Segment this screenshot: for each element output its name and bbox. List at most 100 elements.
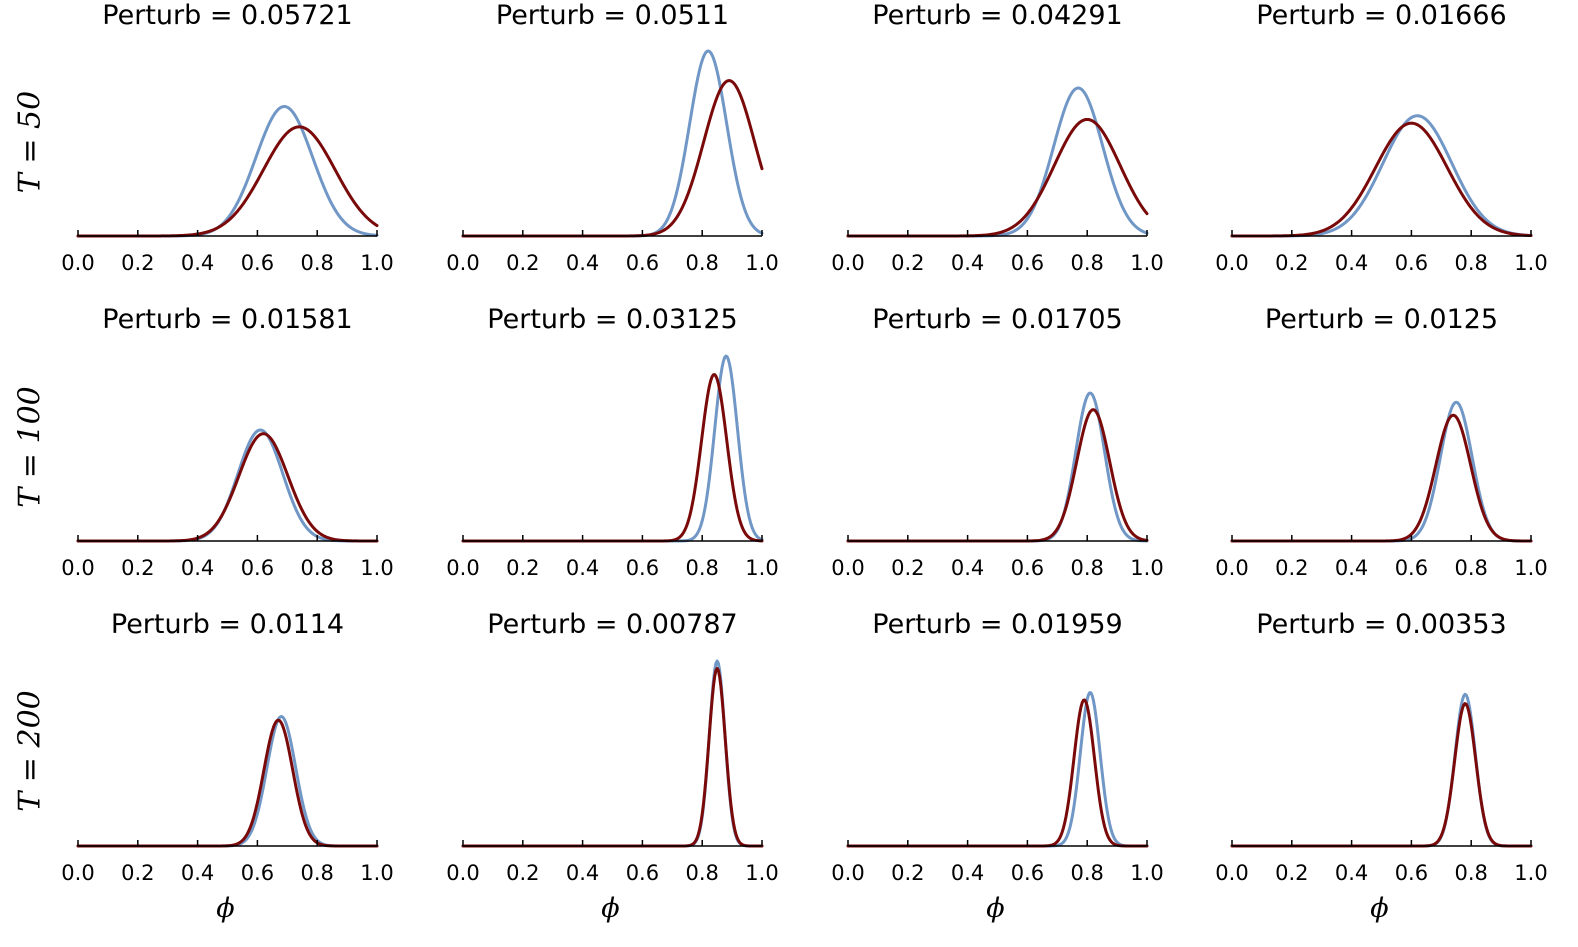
x-tick-label: 0.4	[1335, 251, 1368, 275]
row-label: T = 50	[13, 91, 48, 193]
panel-title: Perturb = 0.05721	[102, 0, 352, 31]
x-tick-label: 1.0	[1514, 251, 1547, 275]
x-tick-label: 0.4	[566, 861, 599, 885]
x-tick-label: 0.0	[1215, 556, 1248, 580]
x-tick-label: 0.8	[685, 251, 718, 275]
row-label: T = 100	[13, 386, 48, 507]
x-tick-label: 0.0	[1215, 251, 1248, 275]
x-tick-label: 0.0	[446, 861, 479, 885]
x-axis-label: ϕ	[986, 893, 1004, 924]
red-series-line	[846, 408, 1149, 543]
x-tick-label: 0.2	[1275, 251, 1308, 275]
x-tick-label: 1.0	[1514, 556, 1547, 580]
x-tick-label: 0.0	[61, 556, 94, 580]
x-tick-label: 0.8	[1454, 861, 1487, 885]
x-tick-label: 0.8	[300, 251, 333, 275]
x-tick-label: 0.2	[506, 251, 539, 275]
x-axis-label: ϕ	[601, 893, 619, 924]
x-tick-label: 1.0	[1130, 556, 1163, 580]
panel-title: Perturb = 0.01666	[1256, 0, 1506, 31]
x-tick-label: 1.0	[1514, 861, 1547, 885]
x-tick-label: 0.4	[1335, 556, 1368, 580]
x-tick-label: 0.4	[951, 251, 984, 275]
x-tick-label: 0.2	[121, 861, 154, 885]
blue-series-line	[76, 428, 379, 543]
blue-series-line	[76, 715, 379, 848]
panel: Perturb = 0.04291 0.0 0.2 0.4 0.6 0.8 1.0	[831, 0, 1163, 275]
panel-title: Perturb = 0.0125	[1265, 304, 1498, 335]
panel: Perturb = 0.05721 0.0 0.2 0.4 0.6 0.8 1.0	[61, 0, 393, 275]
x-tick-label: 0.4	[1335, 861, 1368, 885]
x-tick-label: 0.8	[1070, 556, 1103, 580]
panel: Perturb = 0.00353 0.0 0.2 0.4 0.6 0.8 1.0 ϕ	[1215, 609, 1547, 924]
x-tick-label: 0.6	[1395, 556, 1428, 580]
x-tick-label: 0.2	[121, 556, 154, 580]
red-series-line	[1230, 702, 1533, 848]
x-tick-label: 0.6	[626, 556, 659, 580]
panel-title: Perturb = 0.0511	[496, 0, 729, 31]
x-tick-label: 1.0	[1130, 251, 1163, 275]
panel: Perturb = 0.01581 0.0 0.2 0.4 0.6 0.8 1.0	[61, 304, 393, 580]
panel-title: Perturb = 0.00787	[487, 609, 737, 640]
blue-series-line	[846, 391, 1149, 543]
x-tick-label: 0.6	[1011, 251, 1044, 275]
x-tick-label: 0.2	[506, 861, 539, 885]
panel: Perturb = 0.00787 0.0 0.2 0.4 0.6 0.8 1.0 ϕ	[446, 609, 778, 924]
blue-series-line	[846, 86, 1149, 238]
x-tick-label: 0.2	[1275, 861, 1308, 885]
panel-title: Perturb = 0.04291	[872, 0, 1122, 31]
x-tick-label: 0.2	[891, 861, 924, 885]
x-tick-label: 0.0	[61, 861, 94, 885]
x-tick-label: 0.8	[1454, 251, 1487, 275]
red-series-line	[76, 432, 379, 543]
x-tick-label: 1.0	[745, 861, 778, 885]
x-tick-label: 0.8	[300, 556, 333, 580]
red-series-line	[76, 718, 379, 848]
x-tick-label: 0.4	[181, 251, 214, 275]
blue-series-line	[461, 49, 764, 238]
x-tick-label: 0.6	[241, 861, 274, 885]
red-series-line	[461, 666, 764, 848]
x-tick-label: 0.0	[831, 556, 864, 580]
x-tick-label: 0.6	[1395, 251, 1428, 275]
red-series-line	[461, 79, 764, 238]
blue-series-line	[846, 691, 1149, 848]
blue-series-line	[1230, 114, 1533, 238]
x-tick-label: 0.4	[566, 251, 599, 275]
x-tick-label: 0.8	[1070, 251, 1103, 275]
panel-title: Perturb = 0.01705	[872, 304, 1122, 335]
x-tick-label: 0.6	[241, 556, 274, 580]
x-tick-label: 0.4	[566, 556, 599, 580]
x-tick-label: 0.6	[1011, 556, 1044, 580]
x-tick-label: 0.8	[685, 861, 718, 885]
x-tick-label: 0.6	[241, 251, 274, 275]
panel: Perturb = 0.03125 0.0 0.2 0.4 0.6 0.8 1.0	[446, 304, 778, 580]
x-tick-label: 0.6	[626, 251, 659, 275]
panel-title: Perturb = 0.0114	[111, 609, 344, 640]
x-tick-label: 0.0	[831, 861, 864, 885]
blue-series-line	[461, 659, 764, 848]
blue-series-line	[76, 105, 379, 238]
panel: Perturb = 0.01666 0.0 0.2 0.4 0.6 0.8 1.0	[1215, 0, 1547, 275]
x-tick-label: 1.0	[745, 556, 778, 580]
panel: Perturb = 0.0114 0.0 0.2 0.4 0.6 0.8 1.0 ϕ	[61, 609, 393, 924]
red-series-line	[846, 117, 1149, 238]
x-tick-label: 0.8	[1454, 556, 1487, 580]
x-axis-label: ϕ	[1370, 893, 1388, 924]
x-tick-label: 0.4	[181, 556, 214, 580]
x-tick-label: 0.8	[685, 556, 718, 580]
x-tick-label: 0.2	[121, 251, 154, 275]
x-tick-label: 0.0	[446, 251, 479, 275]
x-tick-label: 0.2	[1275, 556, 1308, 580]
panel: Perturb = 0.0125 0.0 0.2 0.4 0.6 0.8 1.0	[1215, 304, 1547, 580]
x-tick-label: 0.8	[300, 861, 333, 885]
x-tick-label: 0.8	[1070, 861, 1103, 885]
x-tick-label: 0.4	[951, 861, 984, 885]
panel-title: Perturb = 0.01581	[102, 304, 352, 335]
panel: Perturb = 0.0511 0.0 0.2 0.4 0.6 0.8 1.0	[446, 0, 778, 275]
x-tick-label: 0.4	[951, 556, 984, 580]
x-tick-label: 0.0	[1215, 861, 1248, 885]
x-tick-label: 1.0	[360, 556, 393, 580]
x-tick-label: 1.0	[1130, 861, 1163, 885]
